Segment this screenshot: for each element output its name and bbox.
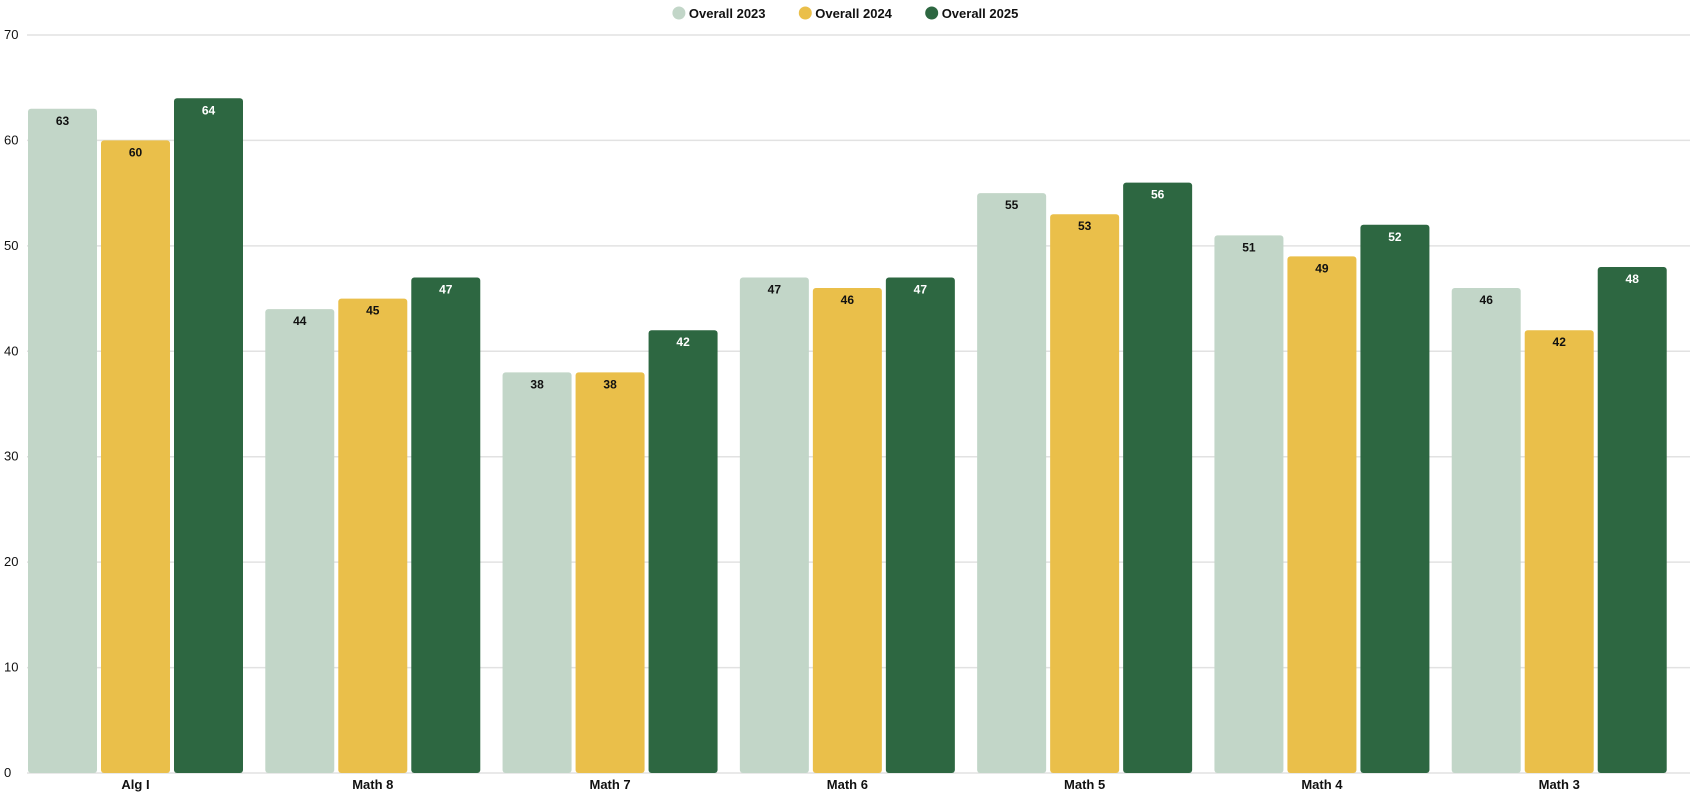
- bar-value-label: 55: [1005, 198, 1019, 212]
- bar-value-label: 48: [1626, 272, 1640, 286]
- bar-overall-2024-math-5: [1050, 214, 1120, 773]
- legend-item-overall-2023[interactable]: Overall 2023: [672, 6, 766, 21]
- bar-overall-2024-math-7: [575, 372, 645, 773]
- bar-value-label: 49: [1315, 261, 1329, 275]
- x-tick-label: Math 7: [589, 777, 630, 792]
- bar-value-label: 44: [293, 314, 307, 328]
- bar-value-label: 45: [366, 304, 380, 318]
- bar-overall-2023-math-5: [977, 193, 1047, 774]
- y-tick-label: 70: [4, 27, 18, 42]
- bar-value-label: 63: [56, 114, 70, 128]
- y-tick-label: 30: [4, 449, 18, 464]
- bar-overall-2025-math-8: [411, 277, 481, 773]
- y-axis-ticks: 0 10 20 30 40 50 60 70: [4, 27, 18, 780]
- x-tick-label: Alg I: [121, 777, 149, 792]
- bars: [28, 98, 1667, 774]
- bar-overall-2023-math-4: [1214, 235, 1284, 774]
- bar-overall-2025-alg-i: [174, 98, 243, 773]
- bar-value-label: 46: [1480, 293, 1494, 307]
- bar-value-label: 38: [603, 377, 617, 391]
- x-tick-label: Math 8: [352, 777, 393, 792]
- y-tick-label: 40: [4, 343, 18, 358]
- legend-swatch: [925, 6, 939, 20]
- x-tick-label: Math 5: [1064, 777, 1105, 792]
- legend-swatch: [672, 6, 686, 20]
- legend-label: Overall 2024: [815, 6, 892, 21]
- bar-overall-2025-math-7: [648, 330, 718, 773]
- bar-value-label: 38: [530, 377, 544, 391]
- bar-value-labels: 63 60 64 44 45 47 38 38 42 47 46 47 55 53 56 51 49 52 46 42…: [56, 103, 1639, 391]
- x-tick-label: Math 3: [1539, 777, 1580, 792]
- y-tick-label: 10: [4, 660, 18, 675]
- bar-value-label: 47: [914, 282, 928, 296]
- bar-overall-2023-math-8: [265, 309, 335, 773]
- bar-overall-2024-math-4: [1287, 256, 1357, 773]
- bar-overall-2025-math-4: [1360, 224, 1430, 773]
- legend-item-overall-2024[interactable]: Overall 2024: [798, 6, 893, 21]
- y-tick-label: 50: [4, 238, 18, 253]
- bar-value-label: 42: [1553, 335, 1567, 349]
- legend-item-overall-2025[interactable]: Overall 2025: [925, 6, 1018, 21]
- bar-overall-2025-math-5: [1123, 182, 1193, 774]
- legend-label: Overall 2023: [689, 6, 766, 21]
- bar-overall-2025-math-3: [1597, 266, 1667, 773]
- x-axis-ticks: Alg I Math 8 Math 7 Math 6 Math 5 Math 4 Math …: [121, 777, 1579, 792]
- bar-value-label: 60: [129, 145, 143, 159]
- legend-label: Overall 2025: [942, 6, 1019, 21]
- bar-overall-2023-math-6: [739, 277, 809, 773]
- bar-value-label: 53: [1078, 219, 1092, 233]
- bar-value-label: 46: [841, 293, 855, 307]
- legend: Overall 2023 Overall 2024 Overall 2025: [672, 6, 1018, 21]
- bar-overall-2024-math-3: [1524, 330, 1594, 773]
- legend-swatch: [798, 6, 812, 20]
- bar-overall-2024-math-8: [338, 298, 408, 773]
- bar-value-label: 51: [1242, 240, 1256, 254]
- bar-overall-2023-math-7: [502, 372, 572, 773]
- bar-value-label: 47: [768, 282, 782, 296]
- bar-overall-2023-alg-i: [28, 108, 97, 774]
- bar-value-label: 52: [1388, 230, 1402, 244]
- x-tick-label: Math 4: [1301, 777, 1343, 792]
- bar-overall-2024-math-6: [812, 288, 882, 773]
- y-tick-label: 20: [4, 554, 18, 569]
- bar-value-label: 64: [202, 103, 216, 117]
- bar-value-label: 56: [1151, 188, 1165, 202]
- y-tick-label: 0: [4, 765, 11, 780]
- bar-overall-2023-math-3: [1451, 288, 1521, 773]
- bar-overall-2025-math-6: [885, 277, 955, 773]
- y-tick-label: 60: [4, 132, 18, 147]
- bar-value-label: 47: [439, 282, 453, 296]
- bar-overall-2024-alg-i: [101, 140, 170, 773]
- bar-value-label: 42: [676, 335, 690, 349]
- x-tick-label: Math 6: [827, 777, 868, 792]
